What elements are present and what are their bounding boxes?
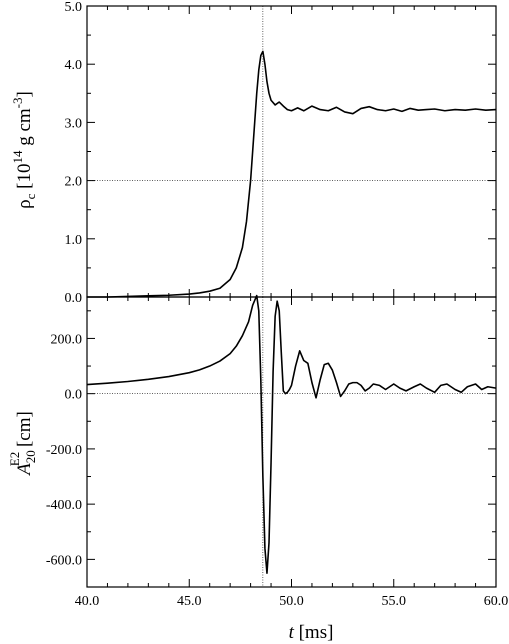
a20-e2-series-line [86,294,497,574]
rho-c-series-line [87,50,497,298]
top-y-axis-label-group: ρc [1014 g cm-3] [10,91,38,209]
bottom-y-label-superscript: E2 [7,452,22,466]
top-y-label-units: g cm [14,108,35,150]
x-tick-label: 50.0 [279,594,304,609]
bottom-y-tick-label: 0.0 [65,388,83,403]
bottom-y-axis-label-group: A20E2 [cm] [7,411,38,477]
x-axis-label-unit: [ms] [294,622,334,643]
top-y-tick-label: 1.0 [65,233,83,248]
bottom-y-tick-label: -400.0 [46,498,82,513]
top-y-label-open: [10 [14,164,35,194]
bottom-panel-frame [86,296,497,588]
x-tick-label: 60.0 [484,594,509,609]
bottom-y-tick-label: -200.0 [46,443,82,458]
top-y-axis-label: ρc [1014 g cm-3] [10,91,38,209]
bottom-y-tick-label: 200.0 [51,332,83,347]
top-y-tick-label: 4.0 [65,58,83,73]
top-y-label-exp14: 14 [10,150,25,164]
top-y-tick-label: 5.0 [65,0,83,15]
top-y-label-subscript: c [23,193,38,199]
top-y-tick-label: 2.0 [65,175,83,190]
x-tick-labels: 40.0 45.0 50.0 55.0 60.0 [75,594,509,609]
bottom-y-label-unit: [cm] [14,411,35,452]
x-axis-label-variable: t [289,622,295,643]
top-panel-frame [86,5,497,298]
bottom-y-label-a: A [14,463,35,477]
x-tick-label: 45.0 [177,594,202,609]
x-tick-label: 40.0 [75,594,100,609]
top-panel-y-tick-labels: 0.0 1.0 2.0 3.0 4.0 5.0 [65,0,83,306]
top-y-tick-label: 3.0 [65,116,83,131]
top-y-label-rho: ρ [14,199,35,208]
bottom-panel-y-tick-labels: -600.0 -400.0 -200.0 0.0 200.0 [46,332,82,568]
top-y-tick-label: 0.0 [65,291,83,306]
x-axis-label: t [ms] [289,622,334,643]
bottom-y-label-subscript: 20 [23,450,38,463]
top-y-label-expm3: -3 [10,97,25,108]
bottom-y-tick-label: -600.0 [46,553,82,568]
tick-marks [86,5,497,588]
top-y-label-close: ] [14,91,35,97]
x-tick-label: 55.0 [382,594,407,609]
bottom-y-axis-label: A20E2 [cm] [7,411,38,477]
